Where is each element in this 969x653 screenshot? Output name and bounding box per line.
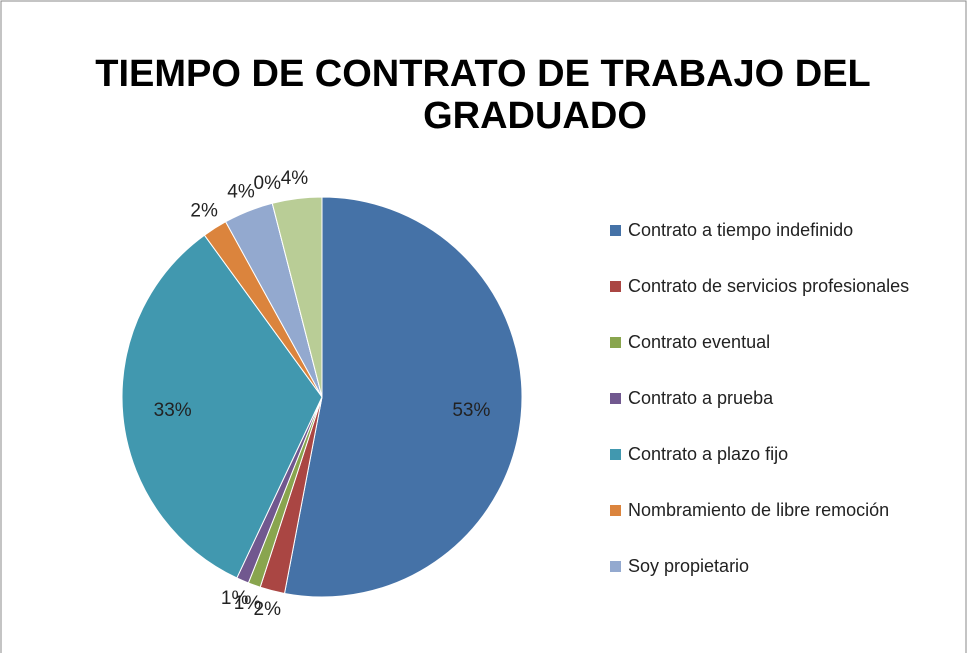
chart-title: TIEMPO DE CONTRATO DE TRABAJO DEL: [95, 53, 871, 95]
data-label: 2%: [190, 200, 218, 221]
legend-label: Contrato a prueba: [628, 388, 774, 408]
legend-item: Contrato a tiempo indefinido: [610, 218, 965, 274]
legend-label: Contrato eventual: [628, 332, 771, 352]
legend-item: Soy propietario: [610, 554, 965, 610]
legend-swatch: [610, 449, 621, 460]
data-label: 53%: [452, 400, 490, 421]
data-label: 1%: [221, 588, 249, 609]
legend-item: Nombramiento de libre remoción: [610, 498, 965, 554]
legend-label: Soy propietario: [628, 556, 750, 576]
legend-swatch: [610, 505, 621, 516]
data-label: 33%: [154, 400, 192, 421]
legend: Contrato a tiempo indefinido Contrato de …: [610, 218, 965, 610]
legend-swatch: [610, 281, 621, 292]
data-label: 4%: [281, 168, 309, 189]
legend-swatch: [610, 561, 621, 572]
pie-slice: [283, 196, 523, 598]
legend-label: Contrato a tiempo indefinido: [628, 220, 854, 240]
chart-title: GRADUADO: [423, 95, 647, 137]
legend-item: Contrato de servicios profesionales: [610, 274, 965, 330]
pie-slice: [121, 234, 323, 579]
legend-label: Contrato a plazo fijo: [628, 444, 789, 464]
legend-label: Nombramiento de libre remoción: [628, 500, 890, 520]
data-label: 0%: [254, 173, 282, 194]
legend-item: Contrato a prueba: [610, 386, 965, 442]
legend-swatch: [610, 225, 621, 236]
legend-swatch: [610, 337, 621, 348]
legend-item: Contrato a plazo fijo: [610, 442, 965, 498]
legend-item: Contrato eventual: [610, 330, 965, 386]
legend-swatch: [610, 393, 621, 404]
data-label: 4%: [227, 181, 255, 202]
legend-label: Contrato de servicios profesionales: [628, 276, 910, 296]
data-label: 2%: [254, 599, 282, 620]
pie-slice: [271, 196, 323, 398]
data-label: 1%: [234, 593, 262, 614]
